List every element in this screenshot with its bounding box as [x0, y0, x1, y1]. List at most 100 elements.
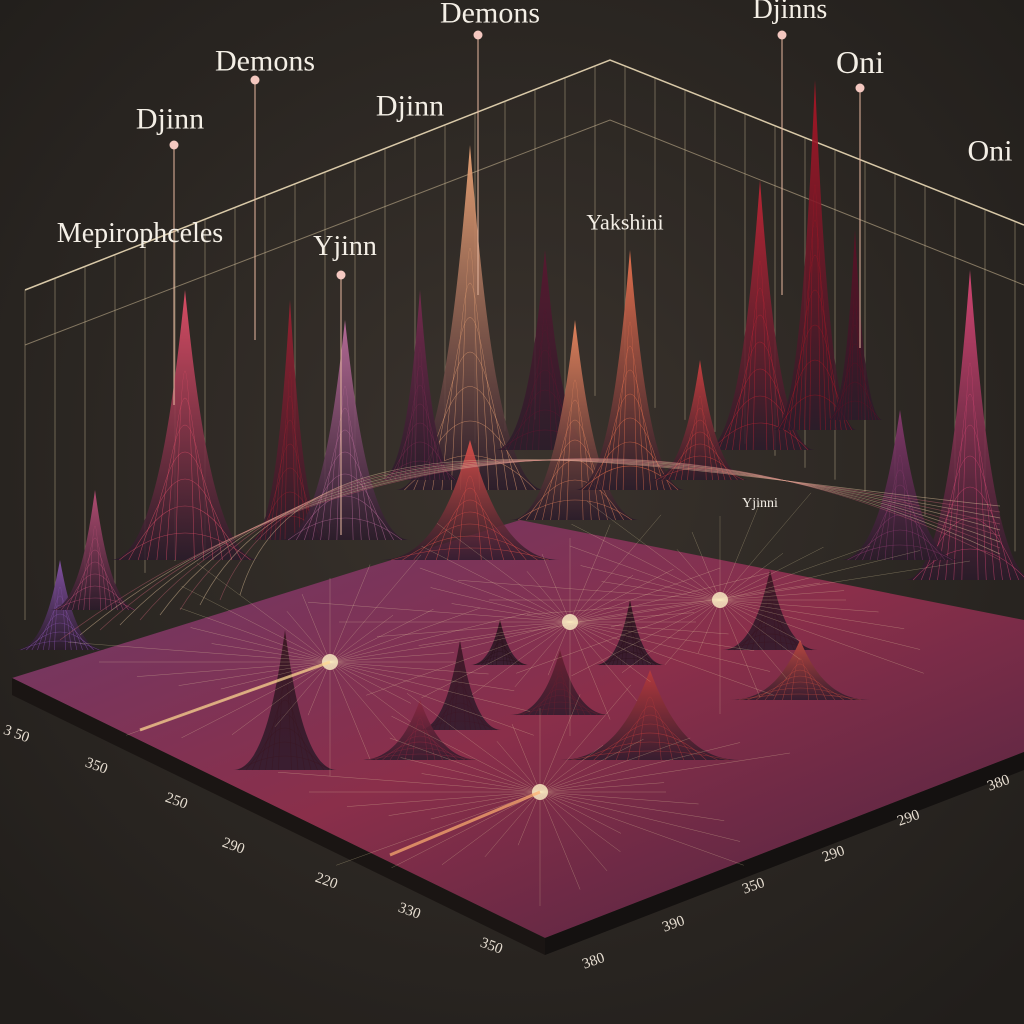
beam: [389, 790, 541, 857]
peak-line: [525, 479, 625, 521]
peak-line: [745, 287, 775, 451]
ray: [451, 603, 571, 623]
ray: [301, 593, 331, 663]
curve: [239, 459, 1001, 596]
peak-line: [304, 473, 386, 541]
peak-line: [847, 544, 953, 561]
ray: [274, 661, 331, 728]
peak-line: [287, 517, 403, 541]
ray: [484, 791, 541, 858]
ray: [430, 791, 541, 820]
ray: [569, 621, 652, 664]
peak-line: [89, 525, 101, 611]
peak-line: [540, 682, 580, 716]
ray: [514, 621, 571, 688]
ray: [539, 791, 581, 890]
peak-line: [61, 585, 129, 611]
annotation: Djinns: [753, 0, 828, 25]
ray: [418, 621, 571, 646]
peak-line: [458, 475, 482, 561]
peak-line: [581, 465, 679, 491]
peak-line: [328, 407, 362, 541]
peak-line: [615, 345, 645, 491]
curve: [159, 459, 1001, 616]
peak-line: [522, 701, 598, 716]
ray: [569, 621, 729, 635]
peak-line: [516, 708, 604, 716]
ray: [569, 621, 771, 672]
ray: [569, 514, 662, 623]
axis-label: 350: [478, 935, 505, 958]
ray: [569, 621, 774, 696]
ray: [719, 560, 970, 601]
ray: [307, 661, 331, 716]
ray: [329, 661, 534, 736]
ray: [308, 601, 571, 623]
ray: [719, 599, 921, 650]
peak-line: [745, 617, 795, 651]
ray: [430, 587, 571, 623]
ray: [471, 621, 571, 695]
pin-dot: [855, 83, 865, 93]
ray: [539, 694, 581, 793]
ray: [136, 661, 331, 677]
ray: [68, 641, 331, 663]
ray: [421, 621, 571, 699]
curve: [59, 458, 1001, 641]
ray: [539, 791, 699, 805]
axis-label: 290: [820, 843, 847, 866]
rays: [59, 458, 1001, 906]
ray: [181, 661, 331, 739]
peak-line: [413, 523, 527, 561]
peak-line: [804, 219, 826, 431]
peak-line: [830, 400, 880, 421]
ray: [539, 791, 741, 842]
beam: [139, 660, 331, 732]
peak-line: [26, 631, 94, 651]
axis-label: 380: [580, 950, 607, 973]
peak-line: [566, 379, 584, 521]
ray: [329, 661, 371, 760]
ray: [329, 661, 531, 712]
curve: [179, 459, 1001, 611]
peak-line: [847, 305, 863, 421]
floor-edge: [12, 678, 545, 955]
ray: [571, 523, 721, 601]
peak-line: [271, 685, 299, 771]
peak-line: [428, 711, 492, 731]
ray: [388, 791, 541, 816]
peak-line: [284, 371, 296, 541]
ray: [329, 554, 422, 663]
peak-line: [72, 561, 118, 611]
ray: [719, 502, 761, 601]
wall-edge: [24, 59, 1024, 291]
ray: [329, 661, 411, 722]
peak-line: [20, 640, 100, 651]
ray: [329, 622, 580, 663]
peak-line: [156, 424, 214, 561]
peak-line: [441, 317, 499, 491]
annotation: Yakshini: [586, 210, 663, 235]
peak-line: [615, 714, 685, 761]
peak-line: [693, 395, 707, 481]
ray: [329, 661, 412, 704]
peak-line: [460, 248, 480, 491]
ray: [231, 661, 331, 735]
ray: [526, 571, 571, 623]
ray: [441, 791, 541, 865]
ray: [539, 791, 744, 866]
annotation: Yjinn: [313, 231, 377, 262]
ray: [569, 572, 771, 623]
axis-label: 350: [740, 875, 767, 898]
pin-dot: [169, 140, 179, 150]
floor-edge: [545, 752, 1024, 955]
pins: [169, 30, 865, 535]
peak-line: [450, 282, 490, 491]
peak-line: [165, 397, 205, 561]
peak-line: [435, 499, 505, 561]
ray: [539, 684, 632, 793]
ray: [391, 791, 541, 869]
ray: [569, 621, 638, 702]
ray: [719, 545, 871, 601]
peak-line: [553, 669, 567, 716]
